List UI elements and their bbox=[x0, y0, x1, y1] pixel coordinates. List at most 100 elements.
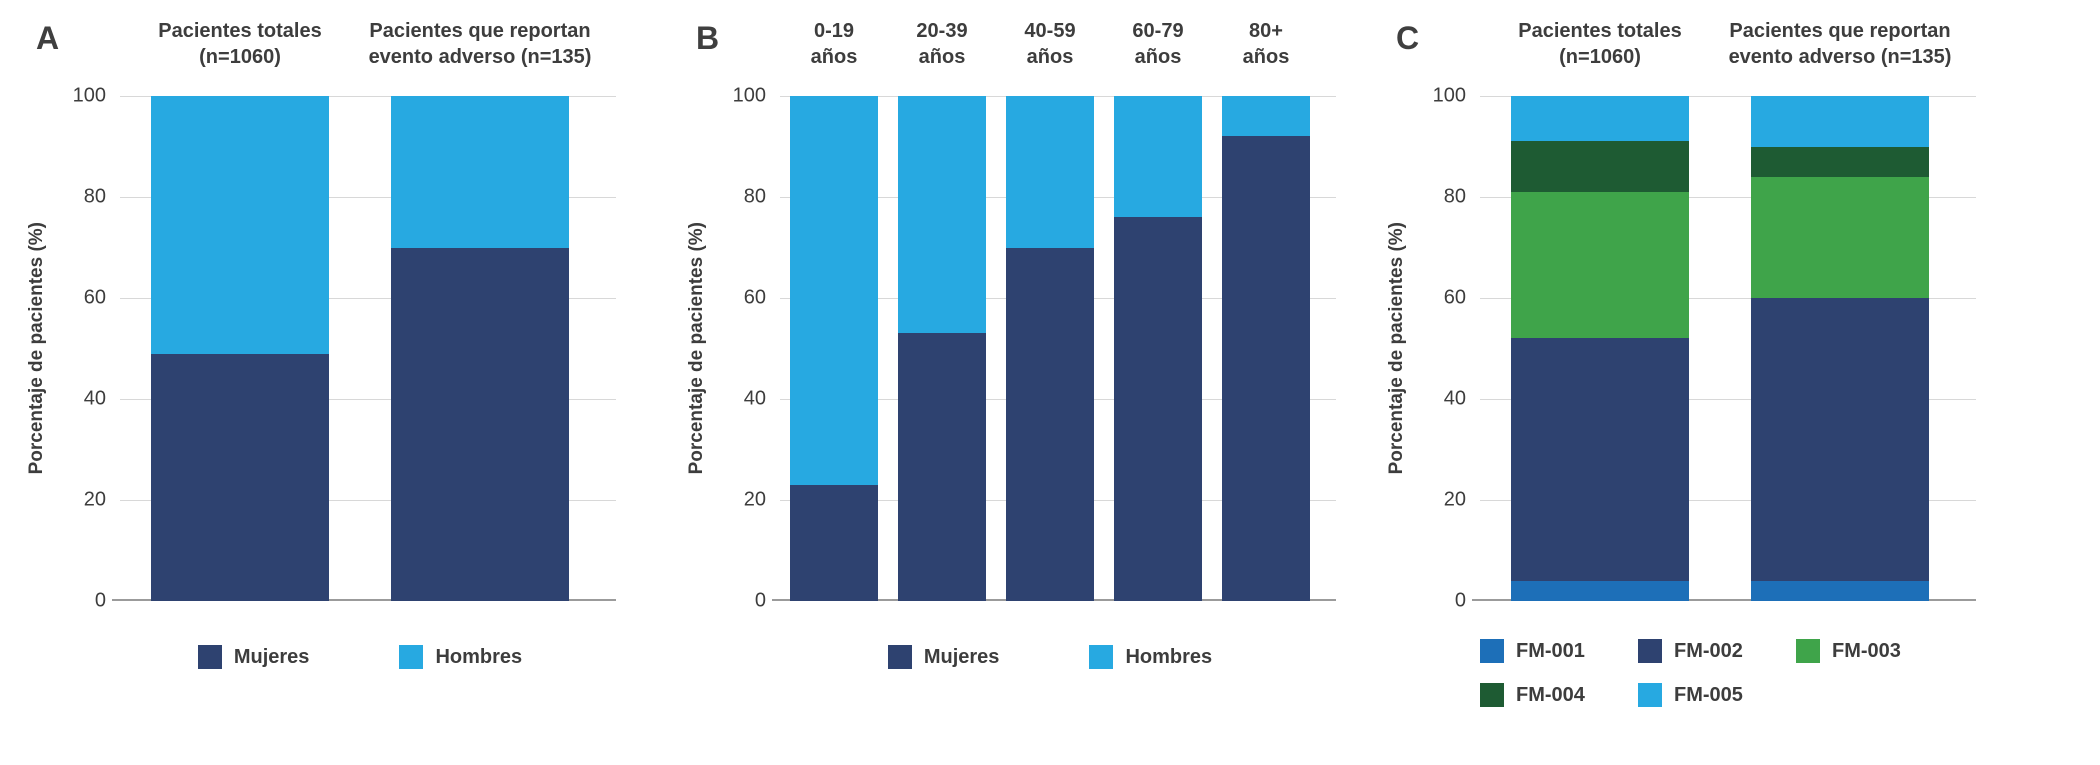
plot-area bbox=[112, 96, 616, 601]
bar-segment bbox=[1006, 247, 1094, 601]
legend-label: FM-004 bbox=[1516, 683, 1585, 706]
bar-segment bbox=[898, 333, 986, 601]
bar-segment bbox=[1511, 338, 1689, 581]
gridline bbox=[120, 197, 616, 198]
legend-swatch bbox=[399, 645, 424, 669]
bar-segment bbox=[1751, 96, 1929, 147]
gridline bbox=[120, 96, 616, 97]
y-tick-label: 20 bbox=[1443, 488, 1466, 511]
bar-segment bbox=[1511, 580, 1689, 601]
y-axis-title: Porcentaje de pacientes (%) bbox=[680, 96, 714, 601]
y-tick-label: 60 bbox=[743, 286, 766, 309]
panel-a: A Pacientes totales (n=1060) Pacientes qu… bbox=[20, 16, 680, 765]
bar-segment bbox=[898, 96, 986, 334]
legend-label: FM-005 bbox=[1674, 683, 1743, 706]
y-tick-label: 80 bbox=[743, 185, 766, 208]
bar-segment bbox=[1222, 136, 1310, 601]
bar-segment bbox=[1751, 176, 1929, 299]
legend-swatch bbox=[197, 645, 222, 669]
stacked-bar bbox=[1114, 96, 1202, 601]
legend-swatch bbox=[1638, 639, 1662, 663]
gridline bbox=[120, 298, 616, 299]
legend: Mujeres Hombres bbox=[780, 645, 1320, 669]
legend-label: FM-001 bbox=[1516, 639, 1585, 662]
category-labels: 0-19 años 20-39 años 40-59 años 60-79 años 8… bbox=[780, 18, 1320, 96]
panel-b-letter: B bbox=[696, 20, 720, 56]
y-tick-label: 60 bbox=[83, 286, 106, 309]
y-tick-label: 0 bbox=[754, 589, 766, 612]
legend-swatch bbox=[1480, 683, 1504, 707]
y-axis-title: Porcentaje de pacientes (%) bbox=[1380, 96, 1414, 601]
bar-segment bbox=[1114, 96, 1202, 218]
category-label: 20-39 años bbox=[916, 20, 968, 68]
legend-swatch bbox=[1796, 639, 1820, 663]
legend-swatch bbox=[887, 645, 912, 669]
plot-area bbox=[772, 96, 1336, 601]
chart-sex-by-age: 0-19 años 20-39 años 40-59 años 60-79 años 8… bbox=[680, 18, 1380, 669]
panel-c: C Pacientes totales (n=1060) Pacientes qu… bbox=[1380, 16, 2080, 765]
legend-label: Hombres bbox=[1125, 645, 1213, 668]
legend-item: FM-001 bbox=[1480, 639, 1638, 663]
stacked-bar bbox=[1006, 96, 1094, 601]
y-axis: 0 20 40 60 80 100 bbox=[54, 85, 120, 612]
legend: Mujeres Hombres bbox=[120, 645, 600, 669]
gridline bbox=[1480, 500, 1976, 501]
bar-segment bbox=[790, 96, 878, 485]
bar-segment bbox=[1006, 96, 1094, 248]
bars bbox=[1480, 96, 1960, 601]
chart-body: Porcentaje de pacientes (%) 0 20 40 60 80 100 bbox=[20, 85, 680, 612]
bars bbox=[780, 96, 1320, 601]
y-tick-label: 80 bbox=[1443, 185, 1466, 208]
category-label: 40-59 años bbox=[1024, 20, 1076, 68]
legend-item: Mujeres bbox=[887, 645, 1000, 669]
category-label: Pacientes totales (n=1060) bbox=[158, 20, 322, 68]
y-tick-label: 40 bbox=[1443, 387, 1466, 410]
category-labels: Pacientes totales (n=1060) Pacientes que … bbox=[120, 18, 600, 96]
x-axis-line bbox=[1472, 599, 1976, 601]
legend: FM-001 FM-002 FM-003 FM-004 FM-005 bbox=[1480, 639, 1960, 707]
legend-label: Hombres bbox=[435, 645, 523, 668]
category-label: Pacientes totales (n=1060) bbox=[1518, 20, 1682, 68]
bar-segment bbox=[391, 96, 569, 248]
bar-segment bbox=[151, 353, 329, 601]
legend-label: FM-003 bbox=[1832, 639, 1901, 662]
legend-label: Mujeres bbox=[923, 645, 1000, 668]
gridline bbox=[1480, 399, 1976, 400]
y-tick-label: 100 bbox=[1432, 84, 1466, 107]
category-label: Pacientes que reportan evento adverso (n… bbox=[1728, 20, 1952, 68]
bar-segment bbox=[1511, 191, 1689, 339]
chart-sex-by-group: Pacientes totales (n=1060) Pacientes que … bbox=[20, 18, 680, 669]
bar-segment bbox=[391, 247, 569, 601]
bar-segment bbox=[1751, 580, 1929, 601]
y-tick-label: 100 bbox=[732, 84, 766, 107]
y-tick-label: 80 bbox=[83, 185, 106, 208]
y-tick-label: 20 bbox=[83, 488, 106, 511]
panel-a-letter: A bbox=[36, 20, 60, 56]
panel-b: B 0-19 años 20-39 años 40-59 años 60-79 año… bbox=[680, 16, 1380, 765]
legend-item: Hombres bbox=[399, 645, 522, 669]
legend-swatch bbox=[1638, 683, 1662, 707]
gridline bbox=[1480, 197, 1976, 198]
gridline bbox=[120, 399, 616, 400]
stacked-bar bbox=[391, 96, 569, 601]
y-tick-label: 0 bbox=[1454, 589, 1466, 612]
bar-segment bbox=[1114, 217, 1202, 601]
bar-segment bbox=[1751, 298, 1929, 581]
x-axis-line bbox=[112, 599, 616, 601]
legend-item: FM-004 bbox=[1480, 683, 1638, 707]
y-axis-title-text: Porcentaje de pacientes (%) bbox=[1386, 222, 1407, 475]
legend-swatch bbox=[1480, 639, 1504, 663]
legend-label: Mujeres bbox=[233, 645, 310, 668]
stacked-bar bbox=[898, 96, 986, 601]
chart-body: Porcentaje de pacientes (%) 0 20 40 60 80 100 bbox=[680, 85, 1380, 612]
gridline bbox=[1480, 96, 1976, 97]
bar-segment bbox=[1751, 146, 1929, 177]
y-axis-title: Porcentaje de pacientes (%) bbox=[20, 96, 54, 601]
bar-segment bbox=[790, 484, 878, 601]
legend-swatch bbox=[1089, 645, 1114, 669]
stacked-bar bbox=[790, 96, 878, 601]
bar-segment bbox=[151, 96, 329, 354]
y-tick-label: 100 bbox=[72, 84, 106, 107]
stacked-bar bbox=[1751, 96, 1929, 601]
chart-body: Porcentaje de pacientes (%) 0 20 40 60 80 100 bbox=[1380, 85, 2080, 612]
